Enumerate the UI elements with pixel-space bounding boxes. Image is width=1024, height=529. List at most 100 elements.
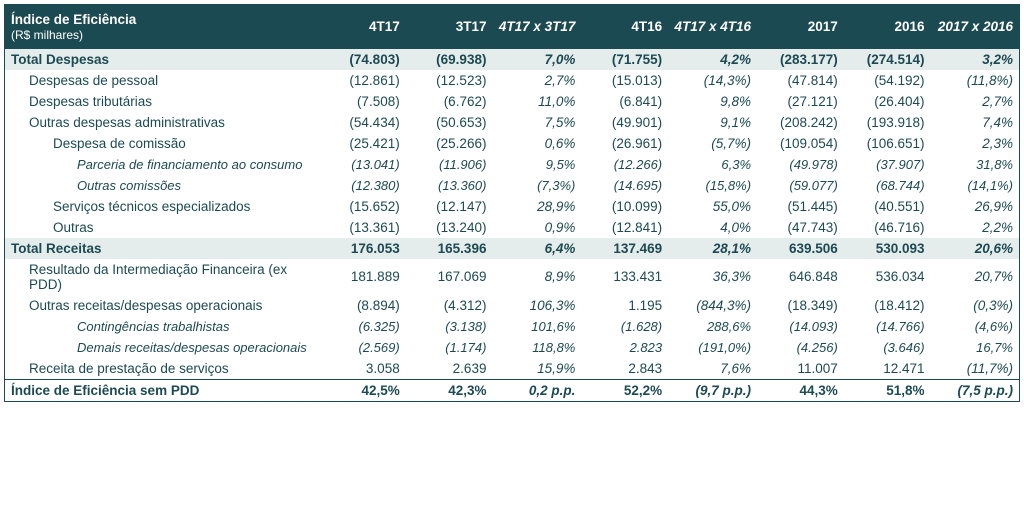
cell: (7,3%) <box>492 175 581 196</box>
cell: 6,4% <box>492 238 581 259</box>
cell: (3.646) <box>844 337 931 358</box>
cell: 15,9% <box>492 358 581 380</box>
table-row: Receita de prestação de serviços3.0582.6… <box>5 358 1020 380</box>
cell: 3,2% <box>931 49 1020 70</box>
table-row: Contingências trabalhistas(6.325)(3.138)… <box>5 316 1020 337</box>
cell: (12.861) <box>319 70 406 91</box>
row-label: Total Despesas <box>5 49 319 70</box>
cell: (14,1%) <box>931 175 1020 196</box>
row-label: Outras despesas administrativas <box>5 112 319 133</box>
cell: (13.360) <box>406 175 493 196</box>
cell: 646.848 <box>757 259 844 295</box>
cell: 3.058 <box>319 358 406 380</box>
table-row: Outras comissões(12.380)(13.360)(7,3%)(1… <box>5 175 1020 196</box>
table-row: Despesa de comissão(25.421)(25.266)0,6%(… <box>5 133 1020 154</box>
cell: 51,8% <box>844 379 931 401</box>
cell: 2,3% <box>931 133 1020 154</box>
row-label: Serviços técnicos especializados <box>5 196 319 217</box>
cell: 0,2 p.p. <box>492 379 581 401</box>
cell: (2.569) <box>319 337 406 358</box>
cell: (54.434) <box>319 112 406 133</box>
cell: 8,9% <box>492 259 581 295</box>
cell: 165.396 <box>406 238 493 259</box>
cell: (8.894) <box>319 295 406 316</box>
cell: 9,5% <box>492 154 581 175</box>
cell: 530.093 <box>844 238 931 259</box>
cell: (12.266) <box>581 154 668 175</box>
cell: 9,8% <box>668 91 757 112</box>
row-label: Índice de Eficiência sem PDD <box>5 379 319 401</box>
cell: (1.174) <box>406 337 493 358</box>
cell: (4.312) <box>406 295 493 316</box>
cell: 31,8% <box>931 154 1020 175</box>
cell: (49.978) <box>757 154 844 175</box>
row-label: Despesa de comissão <box>5 133 319 154</box>
cell: (54.192) <box>844 70 931 91</box>
cell: 55,0% <box>668 196 757 217</box>
cell: 137.469 <box>581 238 668 259</box>
cell: (18.349) <box>757 295 844 316</box>
header-title: Índice de Eficiência (R$ milhares) <box>5 5 319 49</box>
table-row: Índice de Eficiência sem PDD42,5%42,3%0,… <box>5 379 1020 401</box>
cell: 26,9% <box>931 196 1020 217</box>
cell: (6.762) <box>406 91 493 112</box>
cell: 7,0% <box>492 49 581 70</box>
row-label: Despesas de pessoal <box>5 70 319 91</box>
cell: (11.906) <box>406 154 493 175</box>
cell: 7,6% <box>668 358 757 380</box>
table-row: Total Despesas(74.803)(69.938)7,0%(71.75… <box>5 49 1020 70</box>
cell: 52,2% <box>581 379 668 401</box>
cell: (106.651) <box>844 133 931 154</box>
col-4t16: 4T16 <box>581 5 668 49</box>
cell: (14,3%) <box>668 70 757 91</box>
header-row: Índice de Eficiência (R$ milhares) 4T17 … <box>5 5 1020 49</box>
row-label: Parceria de financiamento ao consumo <box>5 154 319 175</box>
cell: (191,0%) <box>668 337 757 358</box>
cell: (4.256) <box>757 337 844 358</box>
table-row: Total Receitas176.053165.3966,4%137.4692… <box>5 238 1020 259</box>
cell: 42,5% <box>319 379 406 401</box>
cell: (1.628) <box>581 316 668 337</box>
row-label: Outras comissões <box>5 175 319 196</box>
cell: 36,3% <box>668 259 757 295</box>
table-row: Serviços técnicos especializados(15.652)… <box>5 196 1020 217</box>
cell: 11.007 <box>757 358 844 380</box>
cell: (14.695) <box>581 175 668 196</box>
cell: (844,3%) <box>668 295 757 316</box>
cell: (109.054) <box>757 133 844 154</box>
cell: (15.652) <box>319 196 406 217</box>
cell: (69.938) <box>406 49 493 70</box>
cell: 20,7% <box>931 259 1020 295</box>
cell: (283.177) <box>757 49 844 70</box>
cell: (59.077) <box>757 175 844 196</box>
cell: 176.053 <box>319 238 406 259</box>
cell: 2,7% <box>492 70 581 91</box>
cell: (27.121) <box>757 91 844 112</box>
cell: 0,6% <box>492 133 581 154</box>
cell: 6,3% <box>668 154 757 175</box>
cell: 2.823 <box>581 337 668 358</box>
cell: 4,2% <box>668 49 757 70</box>
cell: (11,8%) <box>931 70 1020 91</box>
cell: 7,5% <box>492 112 581 133</box>
cell: 2.843 <box>581 358 668 380</box>
cell: (13.041) <box>319 154 406 175</box>
cell: 11,0% <box>492 91 581 112</box>
cell: 181.889 <box>319 259 406 295</box>
table-row: Outras(13.361)(13.240)0,9%(12.841)4,0%(4… <box>5 217 1020 238</box>
cell: (4,6%) <box>931 316 1020 337</box>
cell: (47.814) <box>757 70 844 91</box>
cell: 639.506 <box>757 238 844 259</box>
cell: (12.380) <box>319 175 406 196</box>
cell: (12.147) <box>406 196 493 217</box>
cell: 12.471 <box>844 358 931 380</box>
cell: (11,7%) <box>931 358 1020 380</box>
cell: (74.803) <box>319 49 406 70</box>
cell: 118,8% <box>492 337 581 358</box>
cell: (0,3%) <box>931 295 1020 316</box>
table-row: Outras receitas/despesas operacionais(8.… <box>5 295 1020 316</box>
cell: 28,9% <box>492 196 581 217</box>
table-row: Outras despesas administrativas(54.434) (… <box>5 112 1020 133</box>
cell: (193.918) <box>844 112 931 133</box>
cell: (18.412) <box>844 295 931 316</box>
